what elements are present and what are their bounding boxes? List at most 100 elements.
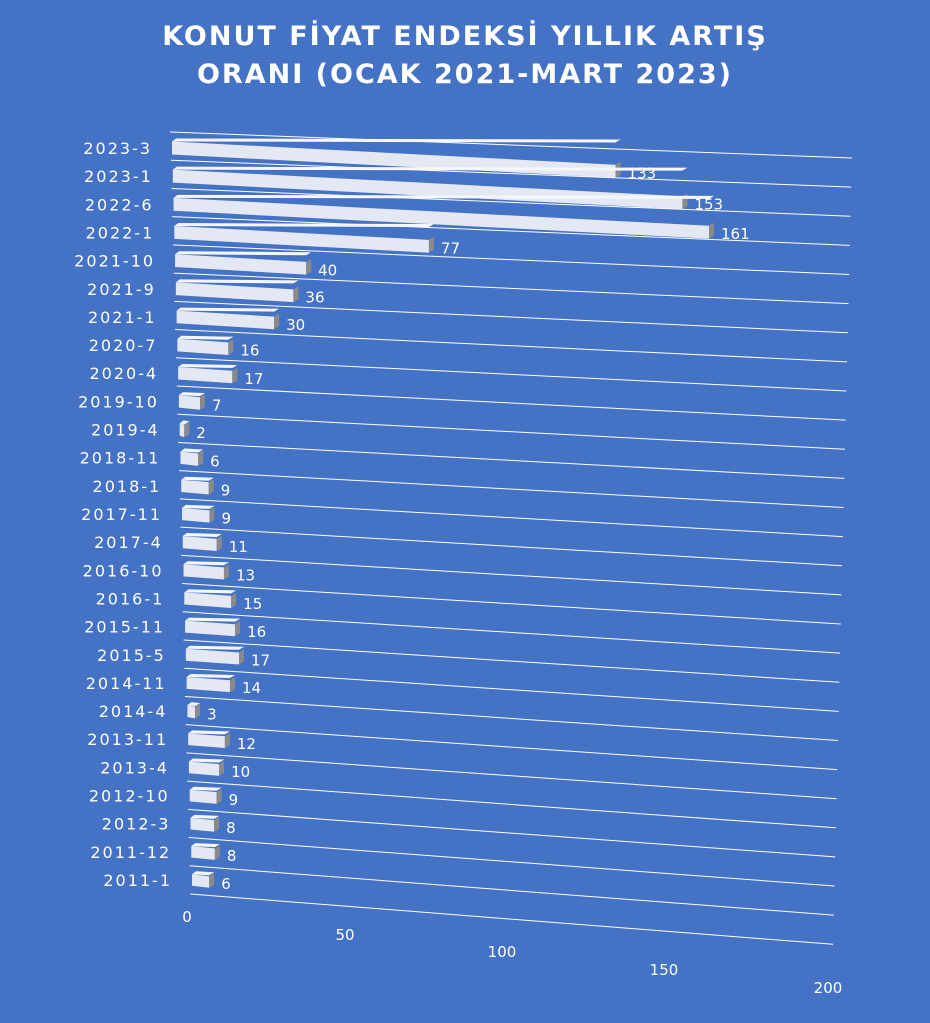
- grid-line: [186, 752, 837, 800]
- category-label: 2017-11: [81, 505, 162, 524]
- bar: [178, 392, 206, 410]
- bar: [175, 251, 312, 275]
- bar: [183, 561, 229, 580]
- category-label: 2012-3: [102, 815, 171, 834]
- category-label: 2015-11: [84, 618, 165, 637]
- chart-title: KONUT FİYAT ENDEKSİ YILLIK ARTIŞ ORANI (…: [0, 18, 930, 94]
- value-label: 11: [229, 538, 248, 556]
- value-label: 14: [242, 679, 261, 697]
- bar: [191, 843, 220, 860]
- category-label: 2019-10: [78, 392, 159, 411]
- value-label: 12: [237, 735, 256, 753]
- bar: [179, 420, 190, 438]
- category-label: 2021-10: [74, 252, 155, 271]
- x-tick-label: 100: [488, 943, 517, 961]
- value-label: 153: [694, 196, 723, 214]
- value-label: 6: [221, 875, 231, 893]
- grid-line: [187, 780, 836, 829]
- value-label: 40: [318, 261, 337, 279]
- category-label: 2013-4: [100, 758, 169, 777]
- value-label: 16: [247, 623, 266, 641]
- value-label: 13: [236, 566, 255, 584]
- category-label: 2014-4: [99, 702, 168, 721]
- grid-line: [175, 329, 848, 363]
- labels: 2023-31332023-11532022-61612022-1772021-…: [74, 139, 842, 997]
- bar: [178, 363, 238, 384]
- bar: [175, 279, 299, 303]
- value-label: 8: [226, 819, 236, 837]
- chart-title-line1: KONUT FİYAT ENDEKSİ YILLIK ARTIŞ: [162, 21, 768, 52]
- category-label: 2022-1: [86, 223, 155, 242]
- value-label: 15: [243, 595, 262, 613]
- bar: [188, 758, 225, 776]
- category-label: 2014-11: [86, 674, 167, 693]
- value-label: 3: [207, 706, 217, 724]
- grid-line: [188, 837, 835, 887]
- bars: [172, 138, 715, 888]
- grid-line: [182, 611, 841, 654]
- bar: [181, 476, 214, 495]
- category-label: 2021-9: [87, 280, 156, 299]
- x-tick-label: 0: [182, 908, 192, 926]
- value-label: 6: [210, 453, 220, 471]
- bar: [182, 533, 222, 552]
- value-label: 161: [721, 225, 750, 243]
- grid-line: [181, 554, 842, 596]
- category-label: 2023-1: [84, 167, 153, 186]
- value-label: 77: [441, 239, 460, 257]
- value-label: 17: [251, 652, 270, 670]
- category-label: 2011-1: [103, 871, 172, 890]
- bar: [188, 730, 230, 749]
- grid-line: [176, 385, 846, 421]
- bar: [182, 504, 215, 523]
- grid-line: [180, 526, 843, 567]
- bar: [185, 645, 245, 665]
- grid-line: [172, 244, 850, 275]
- category-label: 2023-3: [83, 139, 152, 158]
- category-label: 2021-1: [88, 308, 157, 327]
- category-label: 2020-4: [89, 364, 158, 383]
- bar: [189, 786, 222, 804]
- category-label: 2018-11: [80, 449, 161, 468]
- grid-line: [184, 695, 839, 741]
- category-label: 2020-7: [89, 336, 158, 355]
- grid-line: [178, 470, 844, 508]
- grid-line: [184, 667, 839, 712]
- category-label: 2017-4: [94, 533, 163, 552]
- value-label: 133: [628, 164, 657, 182]
- grid-line: [190, 893, 834, 945]
- x-tick-label: 50: [335, 926, 354, 944]
- value-label: 10: [231, 763, 250, 781]
- category-label: 2022-6: [85, 195, 154, 214]
- x-tick-label: 150: [650, 961, 679, 979]
- category-label: 2016-10: [83, 561, 164, 580]
- value-label: 7: [212, 397, 222, 415]
- bar: [172, 138, 621, 178]
- chart-title-line2: ORANI (OCAK 2021-MART 2023): [196, 59, 733, 90]
- grid-line: [181, 583, 841, 625]
- grid-line: [189, 865, 834, 916]
- value-label: 9: [221, 481, 231, 499]
- category-label: 2011-12: [90, 843, 171, 862]
- value-label: 9: [221, 509, 231, 527]
- grid-line: [173, 272, 849, 305]
- category-label: 2013-11: [87, 730, 168, 749]
- grid-line: [185, 724, 838, 771]
- value-label: 36: [305, 289, 324, 307]
- bar: [185, 617, 241, 637]
- bar: [184, 589, 237, 608]
- grid-line: [169, 131, 853, 159]
- grid-line: [175, 357, 847, 392]
- grid-line: [174, 300, 848, 334]
- category-label: 2012-10: [89, 787, 170, 806]
- value-label: 16: [240, 342, 259, 360]
- value-label: 30: [286, 316, 305, 334]
- bar: [187, 702, 201, 719]
- bar: [176, 307, 280, 330]
- bar: [172, 166, 688, 210]
- category-label: 2019-4: [91, 421, 160, 440]
- grid-line: [183, 639, 840, 683]
- grid-line: [178, 441, 845, 479]
- grid-lines: [169, 131, 853, 945]
- value-label: 9: [229, 791, 239, 809]
